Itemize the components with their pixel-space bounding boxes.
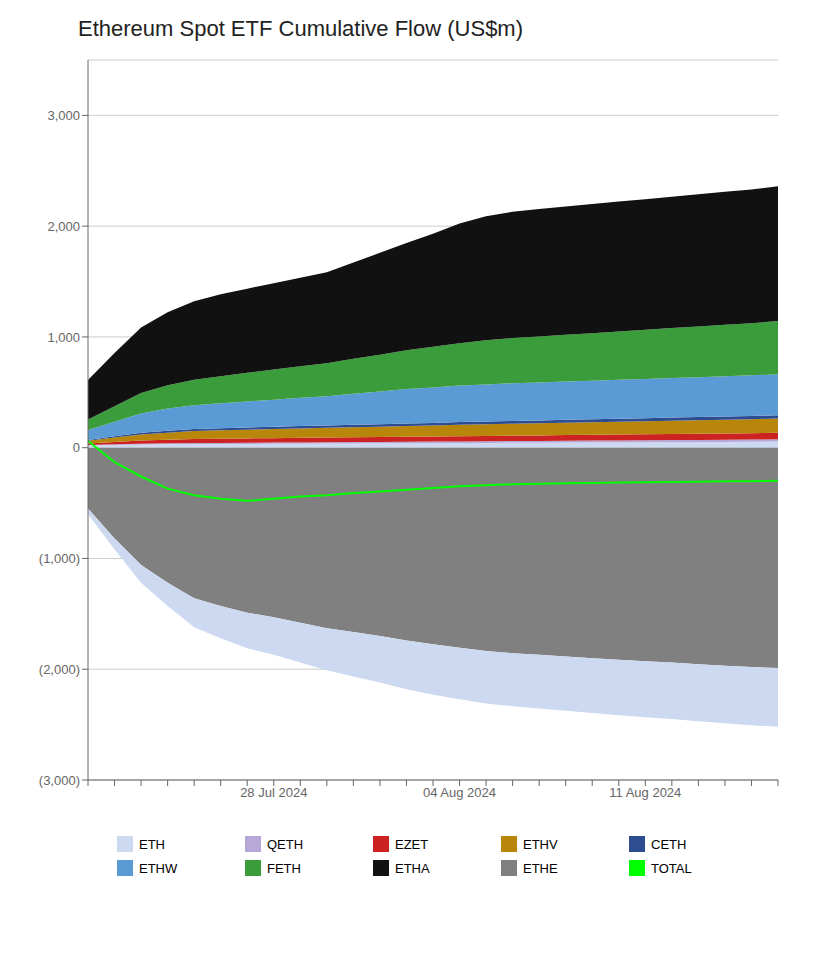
svg-text:11 Aug 2024: 11 Aug 2024 bbox=[609, 785, 681, 800]
html-text:EZET: EZET bbox=[395, 836, 429, 852]
svg-text:3,000: 3,000 bbox=[47, 108, 80, 123]
svg-text:2,000: 2,000 bbox=[47, 219, 80, 234]
svg-text:(3,000): (3,000) bbox=[39, 773, 80, 788]
svg-text:1,000: 1,000 bbox=[47, 330, 80, 345]
html-text:CETH: CETH bbox=[651, 836, 687, 852]
svg-text:0: 0 bbox=[73, 440, 80, 455]
html-text:QETH: QETH bbox=[267, 836, 304, 852]
svg-text:04 Aug 2024: 04 Aug 2024 bbox=[423, 785, 496, 800]
svg-text:(1,000): (1,000) bbox=[39, 551, 80, 566]
html-text:Ethereum Spot ETF Cumulative F: Ethereum Spot ETF Cumulative Flow (US$m) bbox=[78, 16, 523, 41]
html-text:TOTAL: TOTAL bbox=[651, 860, 692, 876]
html-text:ETHA: ETHA bbox=[395, 860, 430, 876]
html-text:FETH: FETH bbox=[267, 860, 301, 876]
html-text:ETHV: ETHV bbox=[523, 836, 558, 852]
html-text:ETHE: ETHE bbox=[523, 860, 558, 876]
svg-text:28 Jul 2024: 28 Jul 2024 bbox=[240, 785, 307, 800]
html-text:ETHW: ETHW bbox=[139, 860, 178, 876]
svg-text:(2,000): (2,000) bbox=[39, 662, 80, 677]
html-text:ETH: ETH bbox=[139, 836, 165, 852]
